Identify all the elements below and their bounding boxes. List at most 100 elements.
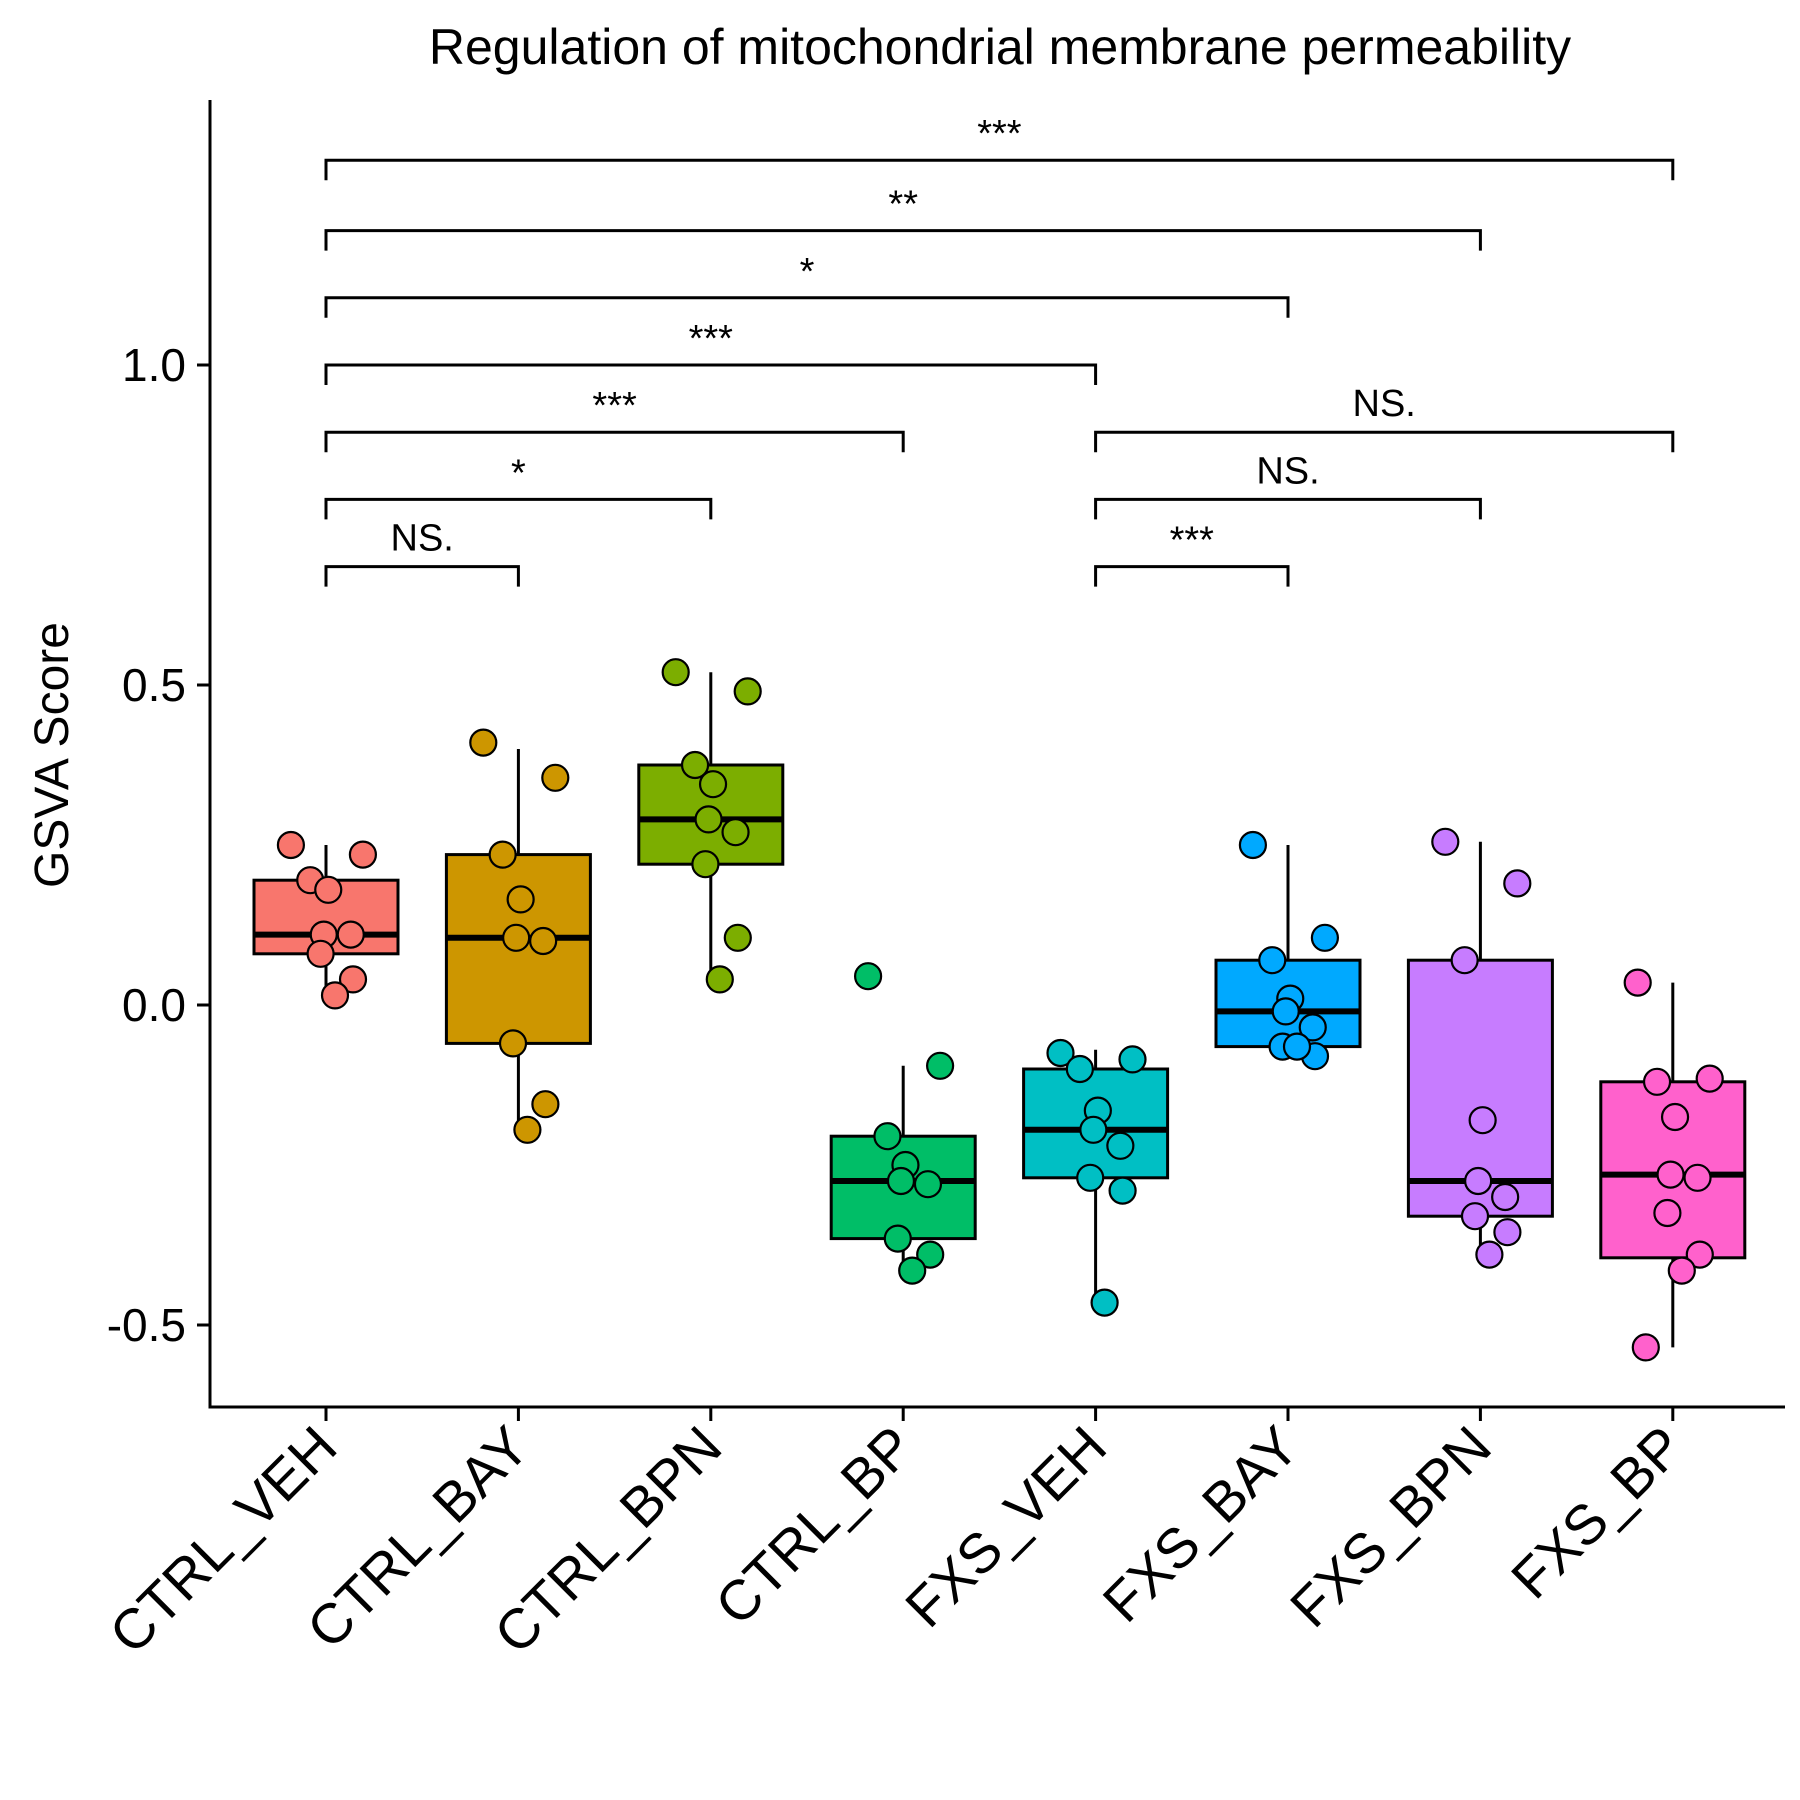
data-point bbox=[1468, 1106, 1497, 1135]
x-tick-label: CTRL_BP bbox=[703, 1414, 926, 1637]
significance-label: *** bbox=[689, 318, 734, 360]
y-axis-title: GSVA Score bbox=[26, 622, 79, 888]
data-point bbox=[1258, 946, 1287, 975]
significance-label: ** bbox=[888, 184, 918, 226]
data-point bbox=[1475, 1240, 1504, 1269]
y-tick-label: 1.0 bbox=[122, 339, 186, 391]
data-point bbox=[1653, 1198, 1682, 1228]
significance-bracket: NS. bbox=[1094, 383, 1675, 453]
significance-bracket: NS. bbox=[324, 518, 520, 587]
significance-bracket: * bbox=[324, 452, 713, 520]
data-point bbox=[721, 818, 750, 847]
significance-bracket: ** bbox=[324, 184, 1482, 251]
data-point bbox=[531, 1090, 560, 1119]
data-point bbox=[680, 750, 710, 780]
data-point bbox=[1491, 1182, 1520, 1212]
data-point bbox=[1683, 1163, 1712, 1192]
data-point bbox=[1106, 1131, 1135, 1160]
significance-bracket: *** bbox=[324, 318, 1098, 385]
significance-bracket: * bbox=[324, 251, 1290, 318]
data-point bbox=[694, 805, 723, 834]
data-point bbox=[348, 840, 377, 869]
bracket-line bbox=[324, 363, 1098, 385]
data-point bbox=[336, 920, 365, 949]
data-point bbox=[1660, 1102, 1690, 1132]
data-point bbox=[1118, 1045, 1147, 1074]
box-group bbox=[829, 962, 977, 1285]
data-point bbox=[1282, 1032, 1312, 1061]
data-point bbox=[513, 1115, 542, 1144]
data-point bbox=[1460, 1202, 1490, 1231]
data-point bbox=[883, 1224, 912, 1253]
significance-label: * bbox=[511, 452, 526, 494]
data-point bbox=[314, 875, 343, 904]
data-point bbox=[698, 770, 728, 799]
significance-label: NS. bbox=[391, 518, 454, 560]
data-point bbox=[873, 1122, 902, 1151]
significance-label: *** bbox=[1170, 520, 1215, 562]
x-tick-label: FXS_VEH bbox=[893, 1414, 1118, 1639]
data-point bbox=[1667, 1256, 1696, 1285]
data-point bbox=[1656, 1160, 1685, 1189]
significance-bracket: *** bbox=[324, 385, 905, 453]
significance-bracket: *** bbox=[324, 113, 1675, 181]
bracket-line bbox=[324, 158, 1675, 181]
data-point bbox=[1271, 997, 1300, 1026]
data-point bbox=[488, 840, 517, 869]
data-point bbox=[916, 1240, 945, 1269]
data-point bbox=[1503, 869, 1532, 898]
bracket-line bbox=[324, 497, 713, 520]
data-point bbox=[506, 885, 535, 914]
bracket-line bbox=[324, 565, 520, 587]
data-point bbox=[1464, 1166, 1493, 1196]
data-point bbox=[691, 850, 720, 879]
data-point bbox=[898, 1256, 927, 1285]
data-point bbox=[1079, 1115, 1108, 1144]
box-group bbox=[1406, 827, 1554, 1269]
bracket-line bbox=[1094, 497, 1482, 520]
box-group bbox=[1214, 830, 1362, 1071]
data-point bbox=[1450, 946, 1479, 975]
significance-bracket: NS. bbox=[1094, 450, 1482, 520]
data-point bbox=[338, 965, 368, 994]
box-group bbox=[1599, 968, 1747, 1362]
data-point bbox=[913, 1170, 943, 1199]
box-group bbox=[1022, 1038, 1170, 1317]
bracket-line bbox=[324, 430, 905, 453]
data-point bbox=[925, 1051, 955, 1080]
data-point bbox=[886, 1166, 916, 1196]
significance-label: NS. bbox=[1256, 450, 1319, 492]
x-tick-label: FXS_BP bbox=[1499, 1414, 1695, 1610]
data-point bbox=[1431, 827, 1460, 856]
significance-label: *** bbox=[977, 113, 1022, 155]
y-tick-label: 0.0 bbox=[122, 979, 186, 1031]
y-tick-label: 0.5 bbox=[122, 659, 186, 711]
box-group bbox=[252, 830, 400, 1010]
x-tick-label: FXS_BAY bbox=[1091, 1414, 1311, 1634]
plot-area: -0.50.00.51.0CTRL_VEHCTRL_BAYCTRL_BPNCTR… bbox=[97, 113, 1747, 1665]
bracket-line bbox=[324, 229, 1482, 251]
data-point bbox=[1090, 1288, 1119, 1317]
data-point bbox=[723, 923, 752, 952]
box-group bbox=[444, 728, 592, 1144]
data-point bbox=[320, 981, 350, 1010]
data-point bbox=[1108, 1176, 1137, 1205]
data-point bbox=[1695, 1064, 1724, 1093]
data-point bbox=[1065, 1054, 1094, 1084]
data-point bbox=[733, 677, 762, 706]
data-point bbox=[498, 1029, 528, 1058]
bracket-line bbox=[324, 296, 1290, 318]
data-point bbox=[1642, 1067, 1672, 1096]
data-point bbox=[469, 728, 498, 757]
data-point bbox=[1238, 830, 1268, 860]
chart-title: Regulation of mitochondrial membrane per… bbox=[429, 19, 1571, 75]
data-point bbox=[1076, 1163, 1105, 1192]
y-tick-label: -0.5 bbox=[107, 1299, 186, 1351]
data-point bbox=[502, 923, 531, 952]
data-point bbox=[1685, 1240, 1714, 1269]
data-point bbox=[529, 926, 558, 956]
data-point bbox=[661, 658, 690, 687]
data-point bbox=[853, 962, 883, 991]
data-point bbox=[1623, 968, 1652, 997]
